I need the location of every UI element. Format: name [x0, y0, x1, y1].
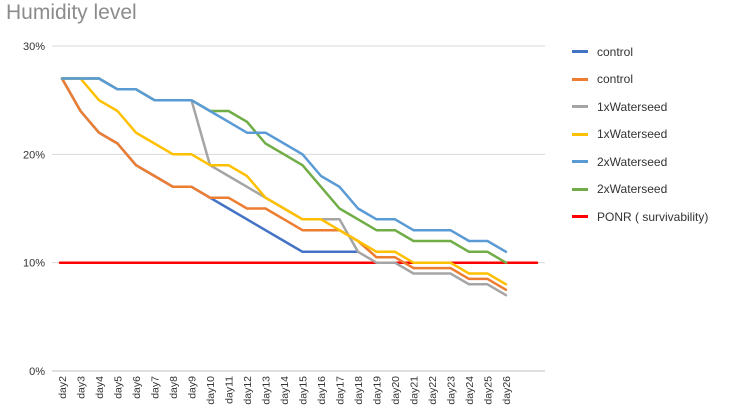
x-tick-label: day5	[113, 376, 125, 399]
x-tick-label: day25	[483, 376, 495, 405]
x-tick-label: day12	[242, 376, 254, 405]
series-line	[60, 77, 508, 292]
x-tick-label: day22	[427, 376, 439, 405]
legend-item: 2xWaterseed	[572, 176, 708, 204]
legend-item: control	[572, 38, 708, 66]
x-tick-label: day2	[57, 376, 69, 399]
gridlines	[52, 45, 545, 372]
x-tick-label: day15	[298, 376, 310, 405]
y-tick-label: 20%	[23, 149, 45, 161]
legend-item: 2xWaterseed	[572, 148, 708, 176]
legend-item: 1xWaterseed	[572, 93, 708, 121]
legend-label: 2xWaterseed	[597, 182, 668, 197]
legend-swatch	[572, 77, 588, 81]
x-tick-label: day19	[372, 376, 384, 405]
x-tick-label: day10	[205, 376, 217, 405]
series-lines	[58, 77, 539, 297]
legend-swatch	[572, 160, 588, 164]
legend-label: 2xWaterseed	[597, 154, 668, 169]
legend-label: control	[597, 44, 634, 59]
legend-swatch	[572, 187, 588, 191]
legend-swatch	[572, 50, 588, 54]
x-tick-label: day18	[353, 376, 365, 405]
x-tick-label: day21	[409, 376, 421, 405]
x-tick-label: day17	[335, 376, 347, 405]
series-line	[60, 77, 508, 254]
x-tick-label: day4	[94, 376, 106, 399]
x-axis-ticks: day2 day3 day4 day5 day6 day7 day8 day9 day10 day…	[57, 376, 513, 405]
x-tick-label: day16	[316, 376, 328, 405]
x-tick-label: day6	[131, 376, 143, 399]
y-tick-label: 30%	[23, 41, 45, 53]
x-tick-label: day11	[224, 376, 236, 404]
x-tick-label: day7	[150, 376, 162, 399]
chart-title: Humidity level	[6, 1, 137, 24]
x-tick-label: day8	[168, 376, 180, 399]
y-tick-label: 0%	[29, 366, 45, 378]
series-line	[60, 77, 508, 264]
legend: control control 1xWaterseed 1xWaterseed 2xWa…	[572, 38, 708, 231]
y-tick-label: 10%	[23, 258, 45, 270]
x-tick-label: day9	[187, 376, 199, 399]
legend-item: control	[572, 66, 708, 94]
legend-label: 1xWaterseed	[597, 99, 668, 114]
y-axis-ticks: 30% 20% 10% 0%	[23, 41, 45, 378]
x-tick-label: day20	[390, 376, 402, 405]
x-tick-label: day26	[501, 376, 513, 405]
x-tick-label: day24	[464, 376, 476, 405]
legend-swatch	[572, 105, 588, 109]
x-tick-label: day23	[446, 376, 458, 405]
x-tick-label: day14	[279, 376, 291, 405]
legend-item: 1xWaterseed	[572, 121, 708, 149]
legend-item: PONR ( survivability)	[572, 203, 708, 231]
x-tick-label: day13	[261, 376, 273, 405]
legend-swatch	[572, 132, 588, 136]
series-line	[60, 77, 508, 286]
legend-swatch	[572, 215, 588, 219]
x-tick-label: day3	[76, 376, 88, 399]
legend-label: 1xWaterseed	[597, 127, 668, 142]
legend-label: PONR ( survivability)	[597, 209, 709, 224]
legend-label: control	[597, 72, 634, 87]
